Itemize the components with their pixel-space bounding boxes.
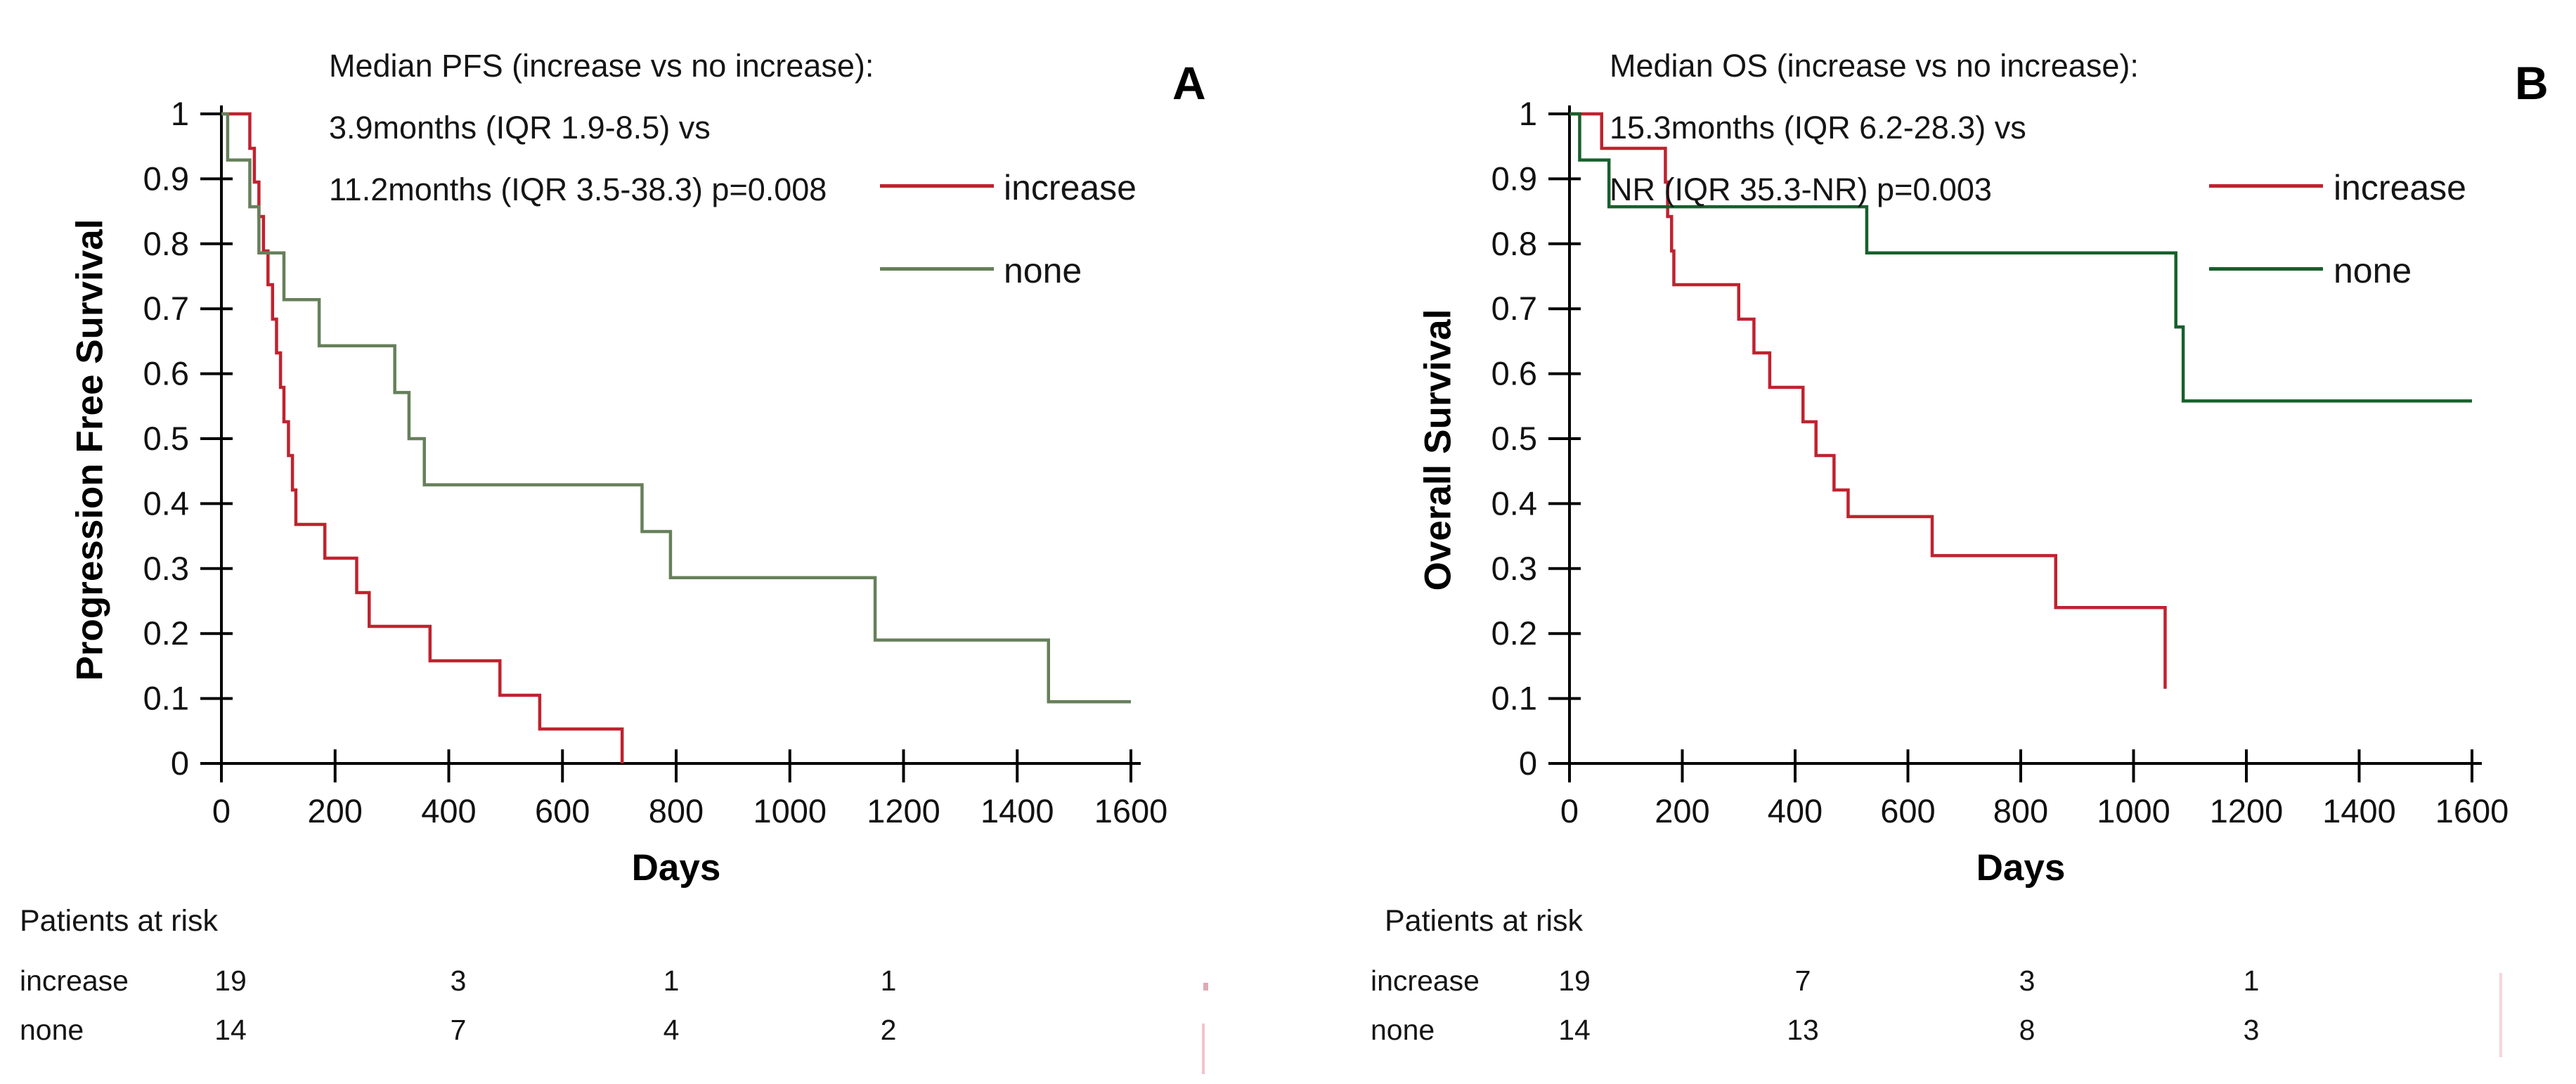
y-tick-label: 0.5 (143, 420, 189, 457)
os-annotation-line3: NR (IQR 35.3-NR) p=0.003 (1610, 172, 1992, 207)
x-tick-label: 600 (1880, 792, 1935, 830)
y-tick-label: 0.7 (143, 290, 189, 327)
risk-count: 19 (1558, 964, 1591, 997)
legend-increase-line-a (880, 184, 994, 188)
x-tick-label: 1400 (2322, 792, 2396, 830)
y-tick-label: 0.1 (143, 680, 189, 717)
panel-b-letter: B (2515, 57, 2549, 109)
risk-table-title-b: Patients at risk (1385, 904, 1583, 938)
scan-artifact-line-a (1202, 1024, 1205, 1074)
risk-count: 1 (663, 964, 680, 997)
y-tick-label: 0.4 (143, 484, 189, 522)
y-tick-label: 0.8 (1491, 225, 1537, 262)
legend-increase-line-b (2209, 184, 2323, 188)
pfs-annotation-line3: 11.2months (IQR 3.5-38.3) p=0.008 (329, 172, 827, 207)
os-annotation-line2: 15.3months (IQR 6.2-28.3) vs (1610, 110, 2026, 146)
os-x-axis-title: Days (1976, 847, 2066, 889)
y-tick-label: 0.6 (1491, 355, 1537, 392)
risk-row-label: increase (20, 964, 129, 997)
risk-count: 3 (2019, 964, 2035, 997)
legend-none-line-b (2209, 267, 2323, 271)
y-tick-label: 0.5 (1491, 420, 1537, 457)
risk-count: 1 (880, 964, 897, 997)
survival-curve-none (221, 112, 1131, 704)
x-tick-label: 200 (308, 792, 363, 830)
legend-increase-label-b: increase (2334, 168, 2466, 207)
risk-count: 14 (214, 1014, 247, 1046)
risk-count: 1 (2243, 964, 2260, 997)
risk-count: 2 (880, 1014, 897, 1046)
risk-count: 13 (1787, 1014, 1819, 1046)
panel-a-letter: A (1172, 57, 1206, 109)
risk-count: 14 (1558, 1014, 1591, 1046)
y-tick-label: 0.2 (1491, 614, 1537, 652)
risk-count: 8 (2019, 1014, 2035, 1046)
y-tick-label: 0 (171, 744, 189, 782)
pfs-annotation-line2: 3.9months (IQR 1.9-8.5) vs (329, 110, 711, 146)
x-tick-label: 1000 (2097, 792, 2170, 830)
y-tick-label: 0.9 (143, 160, 189, 197)
x-tick-label: 1000 (753, 792, 827, 830)
legend-none-label-a: none (1004, 251, 1082, 290)
x-tick-label: 1400 (980, 792, 1054, 830)
risk-count: 7 (1794, 964, 1811, 997)
y-tick-label: 1 (1519, 95, 1537, 132)
risk-count: 3 (450, 964, 467, 997)
survival-curve-increase (1569, 112, 2167, 689)
x-tick-label: 1600 (2435, 792, 2509, 830)
pfs-x-axis-title: Days (631, 847, 721, 889)
y-tick-label: 0 (1519, 744, 1537, 782)
x-tick-label: 600 (535, 792, 590, 830)
risk-row-label: none (1371, 1014, 1435, 1046)
y-tick-label: 0.4 (1491, 484, 1537, 522)
y-tick-label: 0.7 (1491, 290, 1537, 327)
risk-count: 4 (663, 1014, 680, 1046)
y-tick-label: 0.6 (143, 355, 189, 392)
y-tick-label: 1 (171, 95, 189, 132)
risk-count: 7 (450, 1014, 467, 1046)
y-tick-label: 0.8 (143, 225, 189, 262)
risk-table-title-a: Patients at risk (20, 904, 218, 938)
y-tick-label: 0.9 (1491, 160, 1537, 197)
x-tick-label: 1200 (2210, 792, 2284, 830)
risk-row-label: none (20, 1014, 84, 1046)
os-annotation: Median OS (increase vs no increase): 15.… (1610, 35, 2139, 221)
x-tick-label: 200 (1655, 792, 1709, 830)
survival-curve-none (1569, 112, 2472, 403)
x-tick-label: 400 (421, 792, 476, 830)
x-tick-label: 0 (212, 792, 231, 830)
x-tick-label: 0 (1560, 792, 1579, 830)
y-tick-label: 0.3 (143, 550, 189, 587)
x-tick-label: 800 (649, 792, 704, 830)
risk-count: 3 (2243, 1014, 2260, 1046)
y-tick-label: 0.3 (1491, 550, 1537, 587)
x-tick-label: 1200 (867, 792, 940, 830)
x-tick-label: 400 (1768, 792, 1823, 830)
pfs-annotation: Median PFS (increase vs no increase): 3.… (329, 35, 874, 221)
legend-increase-label-a: increase (1004, 168, 1137, 207)
x-tick-label: 1600 (1094, 792, 1168, 830)
y-tick-label: 0.1 (1491, 680, 1537, 717)
y-tick-label: 0.2 (143, 614, 189, 652)
os-annotation-line1: Median OS (increase vs no increase): (1610, 48, 2139, 84)
risk-row-label: increase (1371, 964, 1480, 997)
legend-none-label-b: none (2334, 251, 2412, 290)
scan-artifact-dot (1203, 983, 1208, 991)
pfs-annotation-line1: Median PFS (increase vs no increase): (329, 48, 874, 84)
os-y-axis-title: Overall Survival (1417, 309, 1459, 591)
x-tick-label: 800 (1993, 792, 2048, 830)
legend-none-line-a (880, 267, 994, 271)
risk-count: 19 (214, 964, 247, 997)
scan-artifact-line-b (2499, 973, 2502, 1057)
